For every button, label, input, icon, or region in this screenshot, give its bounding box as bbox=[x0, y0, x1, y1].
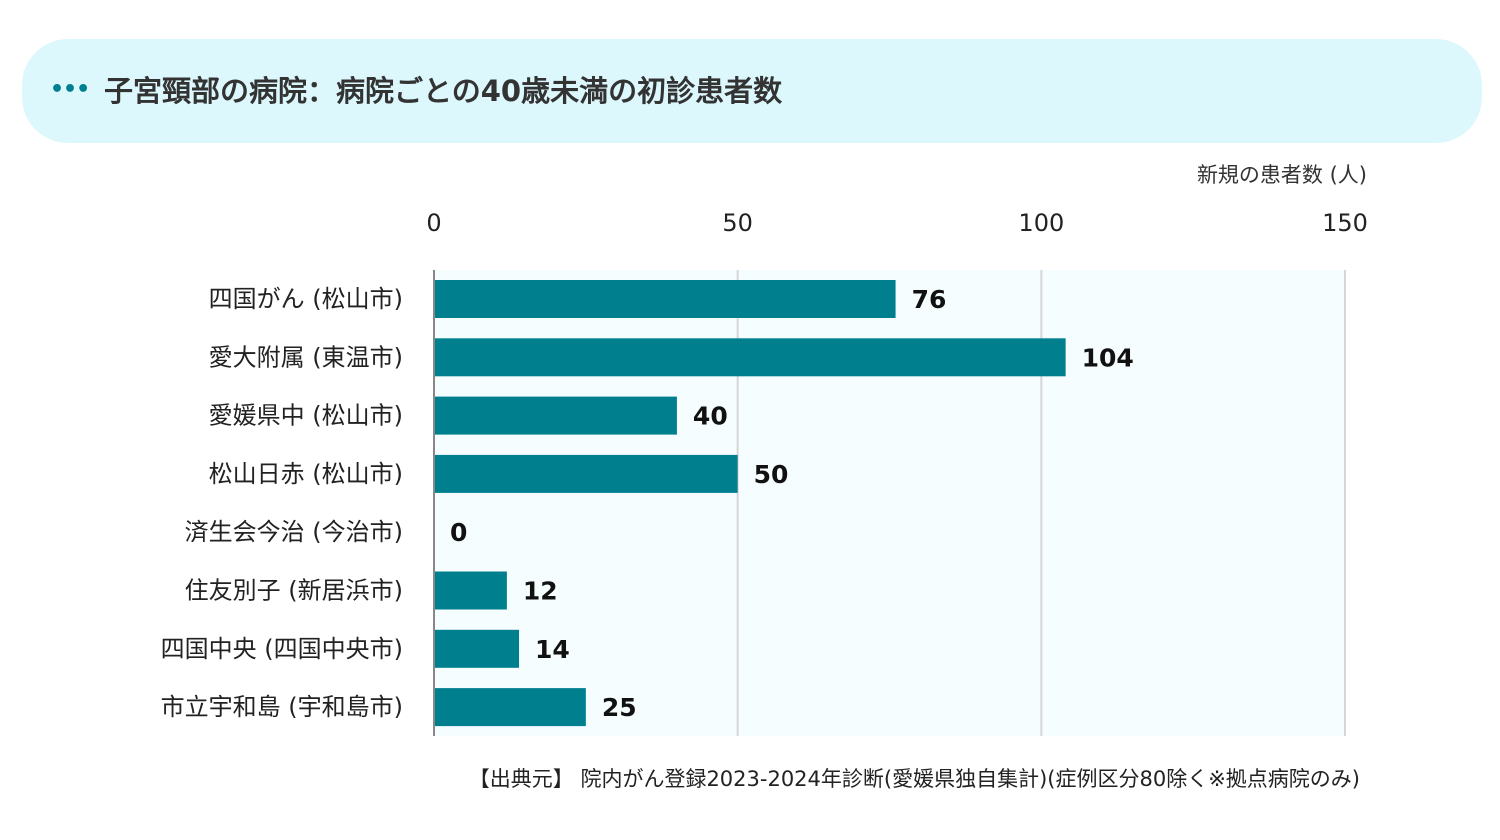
category-label: 四国がん (松山市) bbox=[209, 285, 403, 313]
bar bbox=[434, 338, 1066, 377]
x-tick-label: 50 bbox=[722, 209, 753, 237]
labels: 0 50 100 150 四国がん (松山市) 76 愛大附属 (東温市) 104 愛媛県中 (… bbox=[161, 209, 1368, 722]
value-label: 50 bbox=[754, 460, 789, 489]
x-tick-label: 0 bbox=[426, 209, 441, 237]
value-label: 14 bbox=[535, 635, 570, 664]
more-dots-icon: ••• bbox=[50, 77, 90, 102]
bar bbox=[434, 396, 677, 435]
category-label: 市立宇和島 (宇和島市) bbox=[161, 693, 403, 721]
category-label: 四国中央 (四国中央市) bbox=[161, 635, 403, 663]
x-tick-label: 150 bbox=[1322, 209, 1368, 237]
x-tick-label: 100 bbox=[1018, 209, 1064, 237]
category-label: 住友別子 (新居浜市) bbox=[185, 577, 403, 605]
value-label: 12 bbox=[523, 577, 558, 606]
bar bbox=[434, 688, 586, 727]
category-label: 済生会今治 (今治市) bbox=[185, 518, 403, 546]
bar bbox=[434, 629, 520, 668]
value-label: 104 bbox=[1082, 343, 1134, 372]
category-label: 愛大附属 (東温市) bbox=[209, 343, 403, 371]
bar bbox=[434, 571, 507, 610]
title-banner bbox=[22, 39, 1482, 143]
bars bbox=[434, 280, 1066, 727]
x-axis-title: 新規の患者数 (人) bbox=[1197, 163, 1367, 187]
chart-title: 子宮頸部の病院：病院ごとの40歳未満の初診患者数 bbox=[104, 74, 783, 108]
category-label: 松山日赤 (松山市) bbox=[209, 460, 403, 488]
category-label: 愛媛県中 (松山市) bbox=[209, 402, 403, 430]
value-label: 25 bbox=[602, 693, 637, 722]
bar bbox=[434, 454, 738, 493]
bar bbox=[434, 280, 896, 318]
source-note: 【出典元】 院内がん登録2023-2024年診断(愛媛県独自集計)(症例区分80… bbox=[468, 767, 1360, 791]
value-label: 76 bbox=[912, 285, 947, 314]
value-label: 0 bbox=[450, 518, 467, 547]
value-label: 40 bbox=[693, 402, 728, 431]
